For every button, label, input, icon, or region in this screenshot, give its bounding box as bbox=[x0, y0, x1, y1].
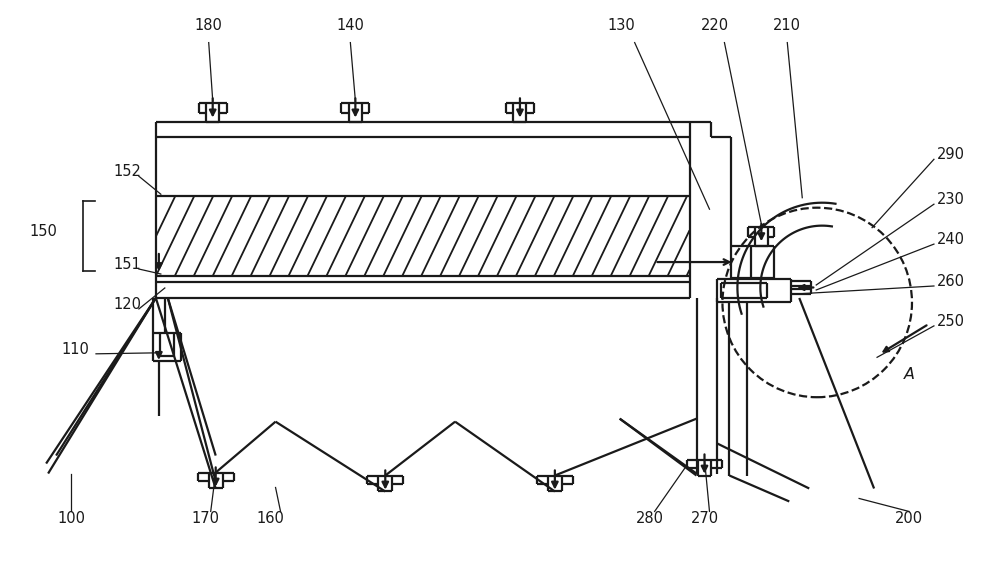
Bar bbox=[156, 196, 690, 276]
Text: 180: 180 bbox=[195, 17, 223, 33]
Text: 152: 152 bbox=[113, 164, 141, 179]
Text: 290: 290 bbox=[937, 147, 965, 162]
Bar bbox=[156, 122, 690, 138]
Text: 220: 220 bbox=[700, 17, 729, 33]
Text: 130: 130 bbox=[608, 17, 636, 33]
Text: 200: 200 bbox=[895, 512, 923, 526]
Text: A: A bbox=[903, 367, 914, 382]
Text: 160: 160 bbox=[257, 512, 285, 526]
Text: 270: 270 bbox=[690, 512, 719, 526]
Text: 140: 140 bbox=[336, 17, 364, 33]
Text: 110: 110 bbox=[61, 342, 89, 357]
Text: 210: 210 bbox=[773, 17, 801, 33]
Text: 150: 150 bbox=[29, 224, 57, 239]
Text: 100: 100 bbox=[57, 512, 85, 526]
Text: 151: 151 bbox=[113, 257, 141, 272]
Text: 120: 120 bbox=[113, 297, 141, 312]
Text: 280: 280 bbox=[636, 512, 664, 526]
Bar bbox=[156, 282, 690, 298]
Text: 240: 240 bbox=[937, 232, 965, 247]
Text: 250: 250 bbox=[937, 314, 965, 329]
Text: 230: 230 bbox=[937, 192, 965, 207]
Text: 260: 260 bbox=[937, 274, 965, 289]
Text: 170: 170 bbox=[192, 512, 220, 526]
